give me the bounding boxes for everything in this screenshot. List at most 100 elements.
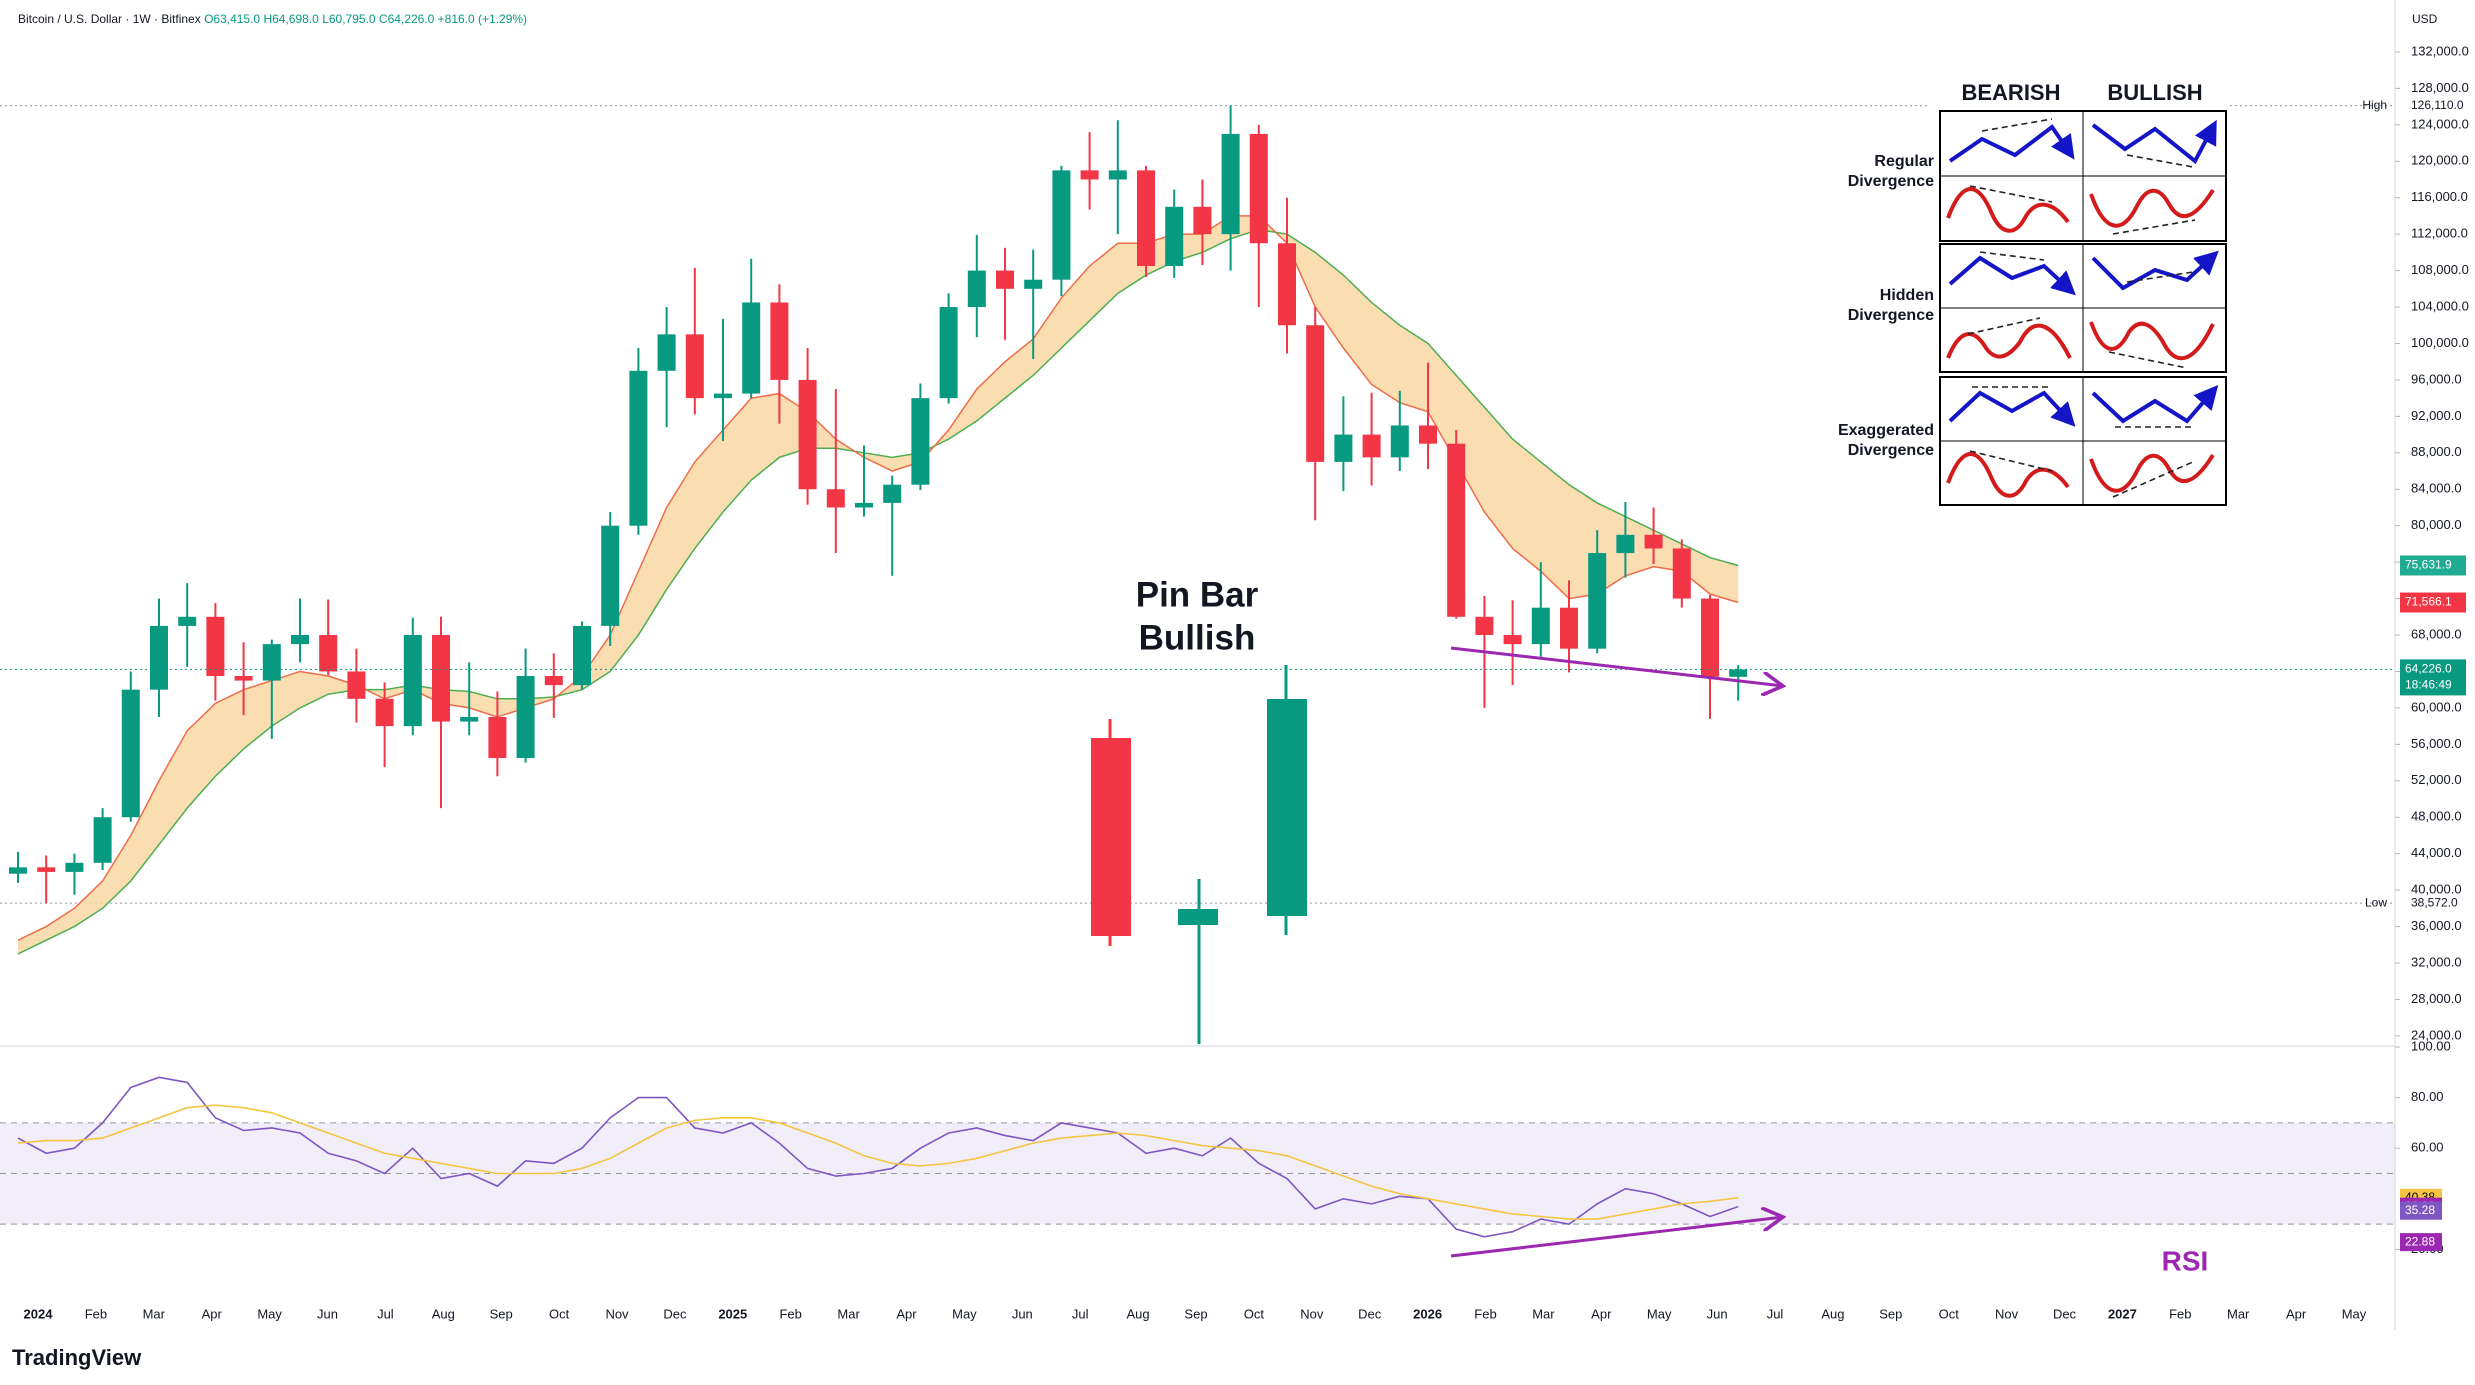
low-tag: Low	[2365, 895, 2387, 909]
x-tick-label: Oct	[1244, 1306, 1265, 1321]
y-tick-label: 124,000.0	[2411, 116, 2469, 131]
x-tick-label: Apr	[202, 1306, 223, 1321]
row-label: Regular	[1874, 153, 1934, 170]
candle-body	[65, 862, 84, 872]
row-label: Divergence	[1848, 173, 1934, 190]
candle-body	[1644, 534, 1663, 549]
symbol: Bitcoin / U.S. Dollar · 1W · Bitfinex	[18, 12, 201, 26]
candle-body	[1390, 425, 1409, 458]
annotation: RSI	[2162, 1245, 2209, 1276]
cell	[1946, 450, 2070, 498]
cell	[1946, 185, 2070, 233]
rsi	[2089, 453, 2215, 493]
trend	[2126, 154, 2194, 168]
x-tick-label: Feb	[779, 1306, 801, 1321]
x-tick-label: Jul	[377, 1306, 394, 1321]
x-tick-label: Apr	[1591, 1306, 1612, 1321]
divergence-arrow	[1450, 646, 1783, 686]
y-tick-label: 60.00	[2411, 1140, 2444, 1155]
price	[1948, 390, 2076, 427]
price-tag-label: 75,631.9	[2405, 558, 2452, 572]
x-tick-label: Jul	[1767, 1306, 1784, 1321]
logo: TradingView	[12, 1345, 142, 1370]
candle-body	[516, 676, 535, 759]
y-tick-label: 92,000.0	[2411, 408, 2462, 423]
candle-body	[1560, 607, 1578, 649]
change: +816.0 (+1.29%)	[438, 12, 527, 26]
candle-body	[1193, 206, 1212, 235]
ma-line	[17, 228, 1739, 955]
trend	[2108, 351, 2188, 369]
cell	[2091, 384, 2219, 428]
x-tick-label: Aug	[1127, 1306, 1150, 1321]
candle-body	[544, 676, 563, 686]
y-tick-label: 100,000.0	[2411, 335, 2469, 350]
candle-body	[1362, 434, 1381, 458]
candle-body	[1334, 434, 1353, 462]
candle-body	[1531, 607, 1550, 645]
y-tick-label: 28,000.0	[2411, 991, 2462, 1006]
candle-body	[291, 635, 309, 645]
x-tick-label: Jun	[1012, 1306, 1033, 1321]
rsi	[1946, 323, 2072, 359]
price-tag-label: 71,566.1	[2405, 595, 2452, 609]
header: BEARISH	[1961, 80, 2060, 105]
low: L60,795.0	[322, 12, 376, 26]
candle-body	[601, 525, 620, 626]
row-label: Divergence	[1848, 307, 1934, 324]
row-label: Divergence	[1848, 442, 1934, 459]
rsi-tag-label: 35.28	[2405, 1203, 2435, 1217]
y-tick-label: 68,000.0	[2411, 626, 2462, 641]
candle-body	[629, 370, 648, 526]
candle-body	[1137, 170, 1155, 267]
y-tick-label: 40,000.0	[2411, 882, 2462, 897]
y-tick-label: 80.00	[2411, 1089, 2444, 1104]
y-tick-label: 24,000.0	[2411, 1027, 2462, 1042]
candle-body	[1249, 133, 1268, 244]
x-tick-label: Nov	[1995, 1306, 2019, 1321]
candle-body	[573, 625, 591, 686]
y-tick-label: 84,000.0	[2411, 481, 2462, 496]
candle-body	[714, 393, 732, 399]
y-tick-label: 32,000.0	[2411, 954, 2462, 969]
y-tick-label: 48,000.0	[2411, 809, 2462, 824]
cell	[1948, 251, 2076, 296]
y-tick-label: 116,000.0	[2411, 189, 2468, 204]
divergence-panel: BEARISH BULLISH Regular Divergence Hidde…	[1838, 60, 2230, 510]
candle-body	[967, 270, 986, 308]
x-tick-label: Nov	[1300, 1306, 1324, 1321]
x-tick-label: Mar	[2227, 1306, 2250, 1321]
rsi	[2089, 321, 2215, 361]
x-tick-label: 2027	[2108, 1306, 2137, 1321]
row-label: Exaggerated	[1838, 422, 1934, 439]
x-tick-label: 2024	[24, 1306, 54, 1321]
body	[1091, 738, 1131, 936]
candle-body	[939, 307, 958, 399]
candle-body	[262, 644, 281, 681]
trend	[2112, 219, 2196, 235]
annotation: Pin Bar	[1136, 575, 1259, 614]
header: BULLISH	[2107, 80, 2202, 105]
candle-body	[1475, 616, 1494, 636]
y-tick-label: 112,000.0	[2411, 226, 2468, 241]
x-tick-label: May	[257, 1306, 282, 1321]
x-tick-label: Jun	[1707, 1306, 1728, 1321]
high: H64,698.0	[263, 12, 319, 26]
candle-body	[1080, 170, 1099, 180]
x-tick-label: Dec	[2053, 1306, 2077, 1321]
cell	[1948, 386, 2076, 427]
x-tick-label: May	[952, 1306, 977, 1321]
candle-body	[150, 625, 168, 690]
candle-body	[1672, 548, 1691, 599]
price	[2091, 119, 2217, 165]
cell	[2091, 119, 2217, 168]
y-tick-label: 60,000.0	[2411, 699, 2462, 714]
y-tick-label: 80,000.0	[2411, 517, 2462, 532]
trend	[1981, 118, 2053, 132]
x-tick-label: Sep	[1184, 1306, 1207, 1321]
panel-bg	[1930, 60, 2230, 510]
rsi-line	[17, 1076, 1739, 1238]
row-label: Hidden	[1880, 287, 1934, 304]
open: O63,415.0	[204, 12, 260, 26]
